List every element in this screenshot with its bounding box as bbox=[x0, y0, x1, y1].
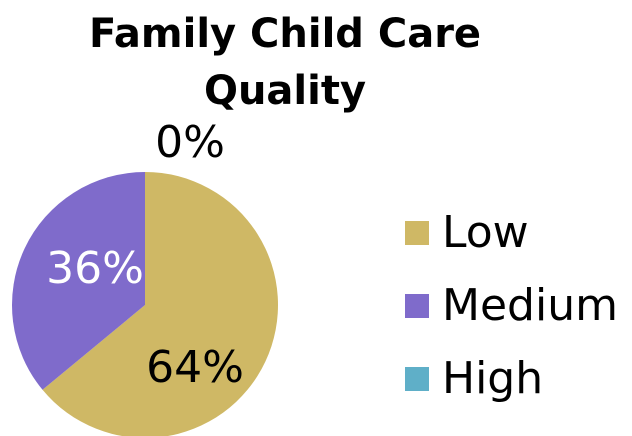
legend-label: High bbox=[442, 353, 543, 404]
pie-slice bbox=[11, 172, 145, 390]
data-label: 64% bbox=[146, 342, 244, 393]
legend-swatch bbox=[405, 221, 429, 245]
legend-label: Low bbox=[442, 207, 529, 258]
legend-label: Medium bbox=[442, 280, 618, 331]
legend-swatch bbox=[405, 367, 429, 391]
legend-swatch bbox=[405, 294, 429, 318]
data-label: 36% bbox=[46, 243, 144, 294]
pie-slice bbox=[42, 172, 278, 436]
data-label: 0% bbox=[155, 117, 225, 168]
chart-title: Family Child Care Quality bbox=[88, 11, 482, 114]
